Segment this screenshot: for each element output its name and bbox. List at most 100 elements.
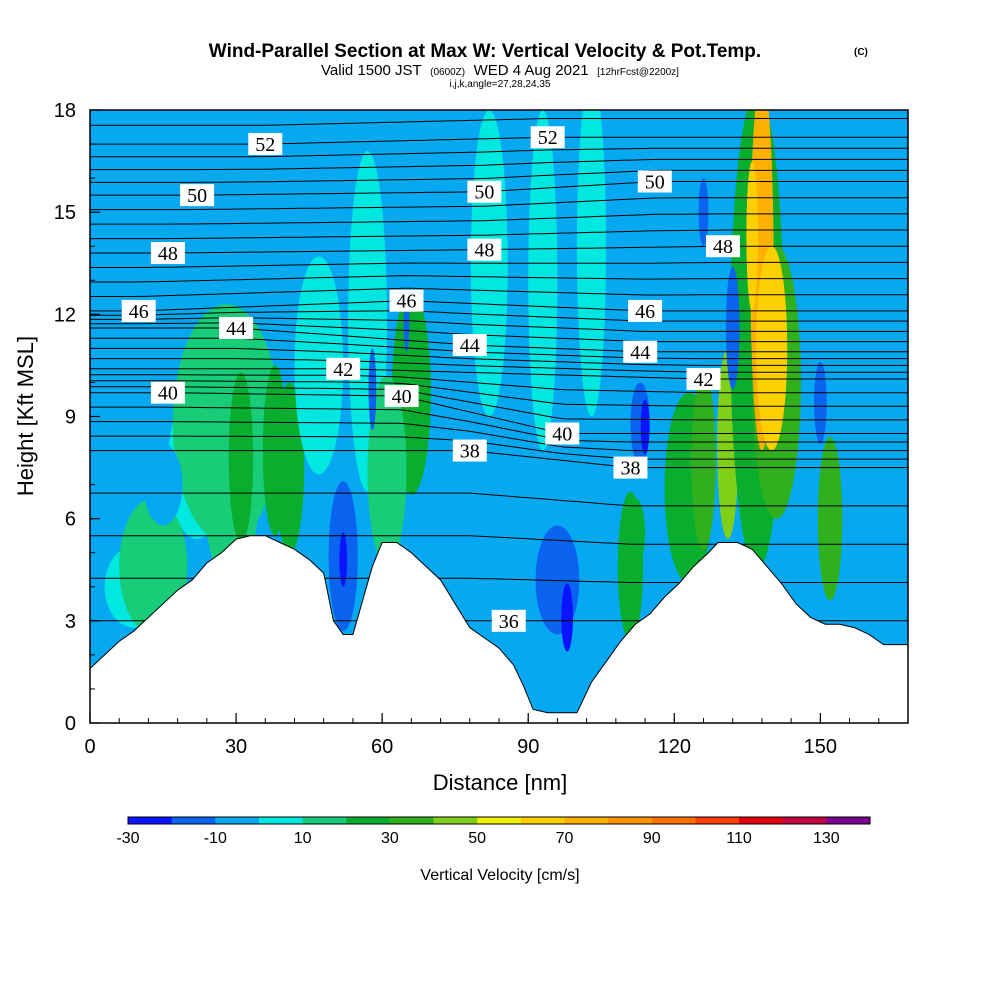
isoline-label: 42 (686, 368, 721, 391)
isoline (90, 374, 908, 394)
isoline-label: 44 (452, 333, 487, 357)
svg-text:52: 52 (255, 134, 275, 156)
isoline-label: 46 (628, 299, 663, 323)
isoline-label: 52 (248, 133, 283, 156)
colorbar-swatch (608, 817, 653, 824)
x-tick-label: 120 (658, 736, 691, 758)
svg-text:48: 48 (474, 240, 494, 262)
colorbar-tick-label: 110 (726, 830, 752, 847)
colorbar-tick-label: 130 (813, 830, 840, 847)
isoline-label: 46 (389, 289, 424, 313)
isoline (90, 136, 908, 145)
svg-text:38: 38 (620, 458, 640, 480)
y-tick-label: 18 (54, 100, 76, 122)
velocity-cell (119, 396, 139, 437)
x-tick-label: 150 (804, 736, 837, 758)
colorbar-swatch (651, 817, 696, 824)
isoline-label: 38 (452, 439, 487, 463)
isoline-label: 50 (180, 184, 215, 207)
isoline-label: 46 (121, 299, 156, 323)
isoline (90, 421, 908, 452)
isoline-label: 42 (326, 357, 361, 381)
colorbar-tick-label: 70 (556, 830, 574, 847)
isoline (90, 406, 908, 443)
velocity-cell (228, 372, 254, 543)
svg-text:38: 38 (460, 441, 480, 463)
isoline (90, 300, 908, 312)
colorbar-frame (127, 816, 871, 825)
svg-text:48: 48 (713, 236, 733, 258)
isoline (90, 169, 908, 183)
isoline-label: 40 (150, 381, 185, 405)
colorbar-swatch (826, 817, 871, 824)
colorbar-swatch (215, 817, 260, 824)
copyright-mark: (C) (854, 47, 868, 58)
velocity-cell (275, 382, 305, 553)
velocity-cell (339, 532, 348, 587)
isoline-label: 48 (467, 238, 502, 262)
colorbar-swatch (739, 817, 784, 824)
y-tick-label: 3 (65, 611, 76, 633)
isoline (90, 380, 908, 407)
x-axis-label: Distance [nm] (433, 770, 568, 795)
isoline (90, 535, 908, 545)
isoline (90, 147, 908, 158)
isoline (90, 213, 908, 225)
colorbar-swatch (346, 817, 391, 824)
isoline (90, 435, 908, 460)
isoline (90, 118, 908, 126)
isoline (90, 392, 908, 434)
colorbar-swatch (389, 817, 435, 824)
isoline (90, 450, 908, 469)
valid-zulu: (0600Z) (430, 67, 465, 78)
colorbar-swatch (433, 817, 478, 824)
x-tick-label: 60 (371, 736, 393, 758)
colorbar-swatch (782, 817, 827, 824)
svg-text:52: 52 (538, 127, 558, 149)
y-tick-label: 12 (54, 304, 76, 326)
svg-text:46: 46 (635, 301, 655, 323)
svg-text:42: 42 (694, 369, 714, 391)
x-tick-label: 0 (84, 736, 95, 758)
svg-text:40: 40 (552, 424, 572, 446)
valid-time-line: Valid 1500 JST (0600Z) WED 4 Aug 2021 [1… (321, 62, 679, 79)
colorbar-swatch (128, 817, 173, 824)
chart-title: Wind-Parallel Section at Max W: Vertical… (209, 41, 761, 62)
colorbar-swatch (695, 817, 740, 824)
plot-area: 52 52 50 50 50 48 48 48 46 46 46 44 44 44 42 42 40 40 40 38… (90, 100, 908, 723)
svg-text:44: 44 (630, 342, 650, 364)
svg-text:36: 36 (499, 611, 519, 633)
velocity-cell (691, 372, 716, 550)
colorbar-swatch (302, 817, 347, 824)
isoline-label: 38 (613, 456, 648, 480)
colorbar-tick-label: 30 (381, 830, 399, 847)
y-tick-label: 6 (65, 509, 76, 531)
terrain (90, 535, 908, 723)
svg-text:44: 44 (226, 318, 246, 340)
colorbar-swatch (564, 817, 609, 824)
svg-text:50: 50 (474, 182, 494, 204)
isoline (90, 197, 908, 211)
valid-prefix: Valid 1500 JST (321, 62, 422, 79)
y-axis-label: Height [Kft MSL] (13, 336, 38, 496)
colorbar-tick-label: 90 (643, 830, 661, 847)
velocity-cell (698, 178, 709, 247)
isoline-label: 50 (637, 170, 672, 194)
valid-date: WED 4 Aug 2021 (474, 62, 589, 79)
grid-indices: i,j,k,angle=27,28,24,35 (450, 79, 551, 90)
isoline-label: 40 (545, 422, 580, 446)
isoline-label: 48 (705, 235, 740, 258)
svg-text:46: 46 (396, 291, 416, 313)
velocity-cell (814, 362, 827, 444)
colorbar-swatch (258, 817, 304, 824)
svg-text:48: 48 (158, 243, 178, 265)
svg-text:44: 44 (460, 335, 480, 357)
isoline (90, 100, 908, 107)
x-tick-label: 30 (225, 736, 247, 758)
colorbar-tick-label: -10 (204, 830, 227, 847)
isoline (90, 347, 908, 366)
isoline (90, 368, 908, 380)
isoline (90, 275, 908, 283)
svg-text:50: 50 (645, 172, 665, 194)
